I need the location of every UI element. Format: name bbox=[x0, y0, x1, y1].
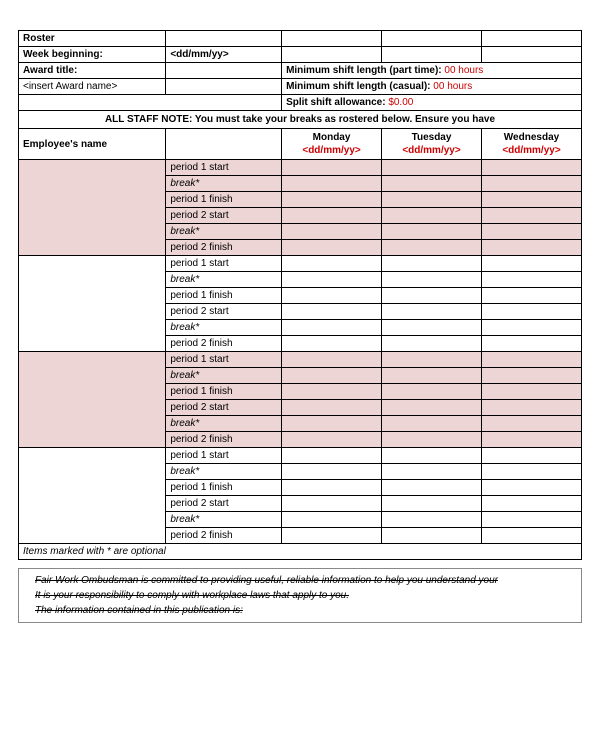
col-monday: Monday <dd/mm/yy> bbox=[282, 129, 382, 160]
col-wednesday: Wednesday <dd/mm/yy> bbox=[482, 129, 582, 160]
award-name-placeholder: <insert Award name> bbox=[19, 79, 166, 95]
min-shift-pt: Minimum shift length (part time): 00 hou… bbox=[282, 63, 582, 79]
week-beginning-value: <dd/mm/yy> bbox=[166, 47, 282, 63]
period-label: break* bbox=[166, 224, 282, 240]
period-label: break* bbox=[166, 464, 282, 480]
period-label: period 2 start bbox=[166, 304, 282, 320]
period-label: break* bbox=[166, 416, 282, 432]
footer-line: It is your responsibility to comply with… bbox=[35, 588, 565, 603]
period-label: period 1 start bbox=[166, 352, 282, 368]
employee-cell bbox=[19, 160, 166, 256]
roster-table: Roster Week beginning: <dd/mm/yy> Award … bbox=[18, 30, 582, 560]
period-label: period 2 finish bbox=[166, 240, 282, 256]
col-tuesday: Tuesday <dd/mm/yy> bbox=[382, 129, 482, 160]
roster-label: Roster bbox=[19, 31, 166, 47]
period-label: break* bbox=[166, 368, 282, 384]
week-beginning-label: Week beginning: bbox=[19, 47, 166, 63]
period-label: period 2 start bbox=[166, 400, 282, 416]
period-label: period 2 finish bbox=[166, 336, 282, 352]
employee-cell bbox=[19, 448, 166, 544]
items-optional-note: Items marked with * are optional bbox=[19, 544, 582, 560]
period-label: period 1 finish bbox=[166, 288, 282, 304]
period-label: break* bbox=[166, 512, 282, 528]
employee-cell bbox=[19, 256, 166, 352]
period-label: break* bbox=[166, 320, 282, 336]
period-label: period 2 finish bbox=[166, 432, 282, 448]
footer-line: The information contained in this public… bbox=[35, 603, 565, 618]
period-label: period 1 start bbox=[166, 160, 282, 176]
period-label: period 2 start bbox=[166, 496, 282, 512]
footer-line: Fair Work Ombudsman is committed to prov… bbox=[35, 573, 565, 588]
period-label: break* bbox=[166, 176, 282, 192]
period-label: period 2 finish bbox=[166, 528, 282, 544]
employee-cell bbox=[19, 352, 166, 448]
period-label: period 1 start bbox=[166, 256, 282, 272]
award-title-label: Award title: bbox=[19, 63, 166, 79]
employee-name-header: Employee's name bbox=[19, 129, 166, 160]
split-shift: Split shift allowance: $0.00 bbox=[282, 95, 582, 111]
period-label: period 1 start bbox=[166, 448, 282, 464]
period-label: period 2 start bbox=[166, 208, 282, 224]
min-shift-casual: Minimum shift length (casual): 00 hours bbox=[282, 79, 582, 95]
period-label: period 1 finish bbox=[166, 192, 282, 208]
period-label: break* bbox=[166, 272, 282, 288]
footer-disclaimer: Fair Work Ombudsman is committed to prov… bbox=[18, 568, 582, 623]
period-label: period 1 finish bbox=[166, 384, 282, 400]
staff-note: ALL STAFF NOTE: You must take your break… bbox=[19, 111, 582, 129]
period-label: period 1 finish bbox=[166, 480, 282, 496]
